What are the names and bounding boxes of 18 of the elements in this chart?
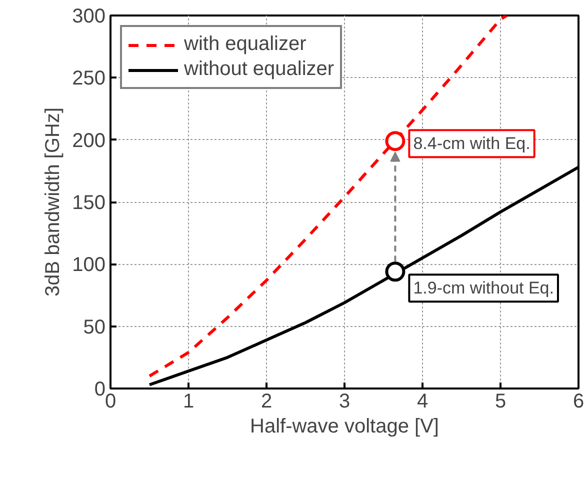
annotation: 1.9-cm without Eq. xyxy=(413,278,554,298)
y-tick-label: 50 xyxy=(83,316,106,338)
legend-label: with equalizer xyxy=(184,33,306,56)
x-tick-label: 2 xyxy=(260,390,272,412)
y-tick-label: 250 xyxy=(72,68,106,90)
x-axis-title: Half-wave voltage [V] xyxy=(250,416,439,438)
x-tick-label: 6 xyxy=(572,390,584,412)
legend-label: without equalizer xyxy=(184,58,334,81)
annotation: 8.4-cm with Eq. xyxy=(413,134,530,154)
x-tick-label: 1 xyxy=(182,390,194,412)
x-tick-label: 5 xyxy=(494,390,506,412)
y-tick-label: 100 xyxy=(72,254,106,276)
x-tick-label: 3 xyxy=(338,390,350,412)
y-axis-title: 3dB bandwidth [GHz] xyxy=(42,107,64,296)
y-tick-label: 200 xyxy=(72,130,106,152)
x-tick-label: 4 xyxy=(416,390,428,412)
y-tick-label: 150 xyxy=(72,192,106,214)
y-tick-label: 300 xyxy=(72,6,106,28)
